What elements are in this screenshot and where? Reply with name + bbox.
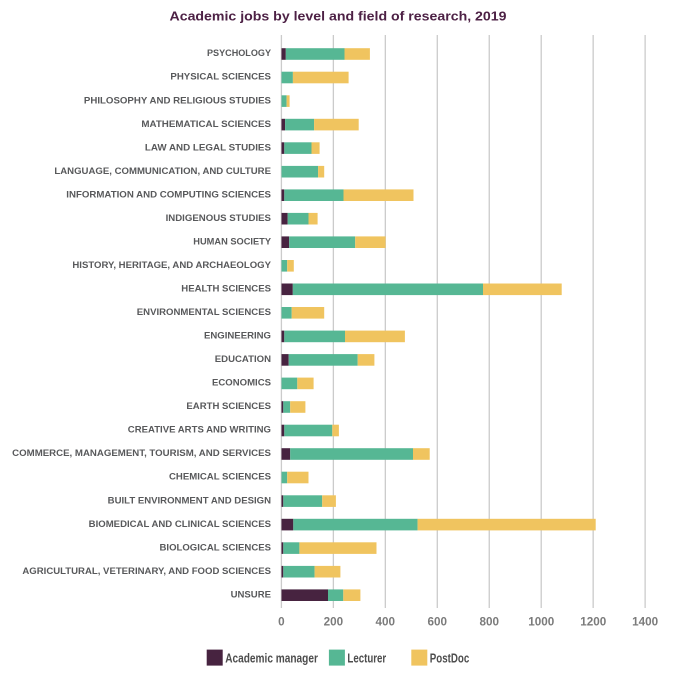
svg-text:EDUCATION: EDUCATION	[215, 354, 271, 365]
svg-text:400: 400	[376, 616, 396, 629]
svg-text:ECONOMICS: ECONOMICS	[212, 378, 271, 389]
svg-text:Academic manager: Academic manager	[225, 651, 318, 665]
svg-text:INDIGENOUS STUDIES: INDIGENOUS STUDIES	[166, 213, 271, 224]
svg-text:PostDoc: PostDoc	[430, 651, 470, 665]
svg-text:PSYCHOLOGY: PSYCHOLOGY	[207, 48, 272, 59]
svg-text:HEALTH SCIENCES: HEALTH SCIENCES	[181, 284, 271, 295]
svg-text:600: 600	[428, 616, 448, 629]
svg-text:1200: 1200	[580, 616, 607, 629]
svg-text:AGRICULTURAL, VETERINARY, AND: AGRICULTURAL, VETERINARY, AND FOOD SCIEN…	[22, 566, 271, 577]
svg-text:PHILOSOPHY AND RELIGIOUS STUDI: PHILOSOPHY AND RELIGIOUS STUDIES	[84, 95, 271, 106]
svg-text:ENGINEERING: ENGINEERING	[204, 331, 271, 342]
svg-text:COMMERCE, MANAGEMENT, TOURISM,: COMMERCE, MANAGEMENT, TOURISM, AND SERVI…	[12, 448, 271, 459]
svg-text:PHYSICAL SCIENCES: PHYSICAL SCIENCES	[170, 72, 271, 83]
svg-text:Lecturer: Lecturer	[347, 651, 386, 665]
svg-text:MATHEMATICAL SCIENCES: MATHEMATICAL SCIENCES	[141, 119, 271, 130]
svg-text:EARTH SCIENCES: EARTH SCIENCES	[186, 401, 271, 412]
svg-text:HISTORY, HERITAGE, AND ARCHAEO: HISTORY, HERITAGE, AND ARCHAEOLOGY	[72, 260, 271, 271]
svg-text:ENVIRONMENTAL SCIENCES: ENVIRONMENTAL SCIENCES	[137, 307, 271, 318]
svg-text:800: 800	[479, 616, 499, 629]
svg-text:LANGUAGE, COMMUNICATION, AND C: LANGUAGE, COMMUNICATION, AND CULTURE	[54, 166, 271, 177]
svg-text:200: 200	[324, 616, 344, 629]
svg-text:UNSURE: UNSURE	[231, 589, 271, 600]
svg-text:CHEMICAL SCIENCES: CHEMICAL SCIENCES	[169, 472, 271, 483]
svg-text:CREATIVE ARTS AND WRITING: CREATIVE ARTS AND WRITING	[128, 425, 271, 436]
svg-text:LAW AND LEGAL STUDIES: LAW AND LEGAL STUDIES	[145, 142, 271, 153]
svg-text:BIOLOGICAL SCIENCES: BIOLOGICAL SCIENCES	[160, 542, 272, 553]
svg-text:0: 0	[278, 616, 285, 629]
svg-text:INFORMATION AND COMPUTING SCIE: INFORMATION AND COMPUTING SCIENCES	[66, 189, 271, 200]
svg-text:BUILT ENVIRONMENT AND DESIGN: BUILT ENVIRONMENT AND DESIGN	[108, 495, 271, 506]
svg-text:BIOMEDICAL AND CLINICAL SCIENC: BIOMEDICAL AND CLINICAL SCIENCES	[89, 519, 271, 530]
svg-text:1000: 1000	[528, 616, 555, 629]
svg-text:Academic jobs by level and fie: Academic jobs by level and field of rese…	[170, 10, 507, 24]
svg-text:1400: 1400	[632, 616, 659, 629]
svg-text:HUMAN SOCIETY: HUMAN SOCIETY	[193, 236, 271, 247]
